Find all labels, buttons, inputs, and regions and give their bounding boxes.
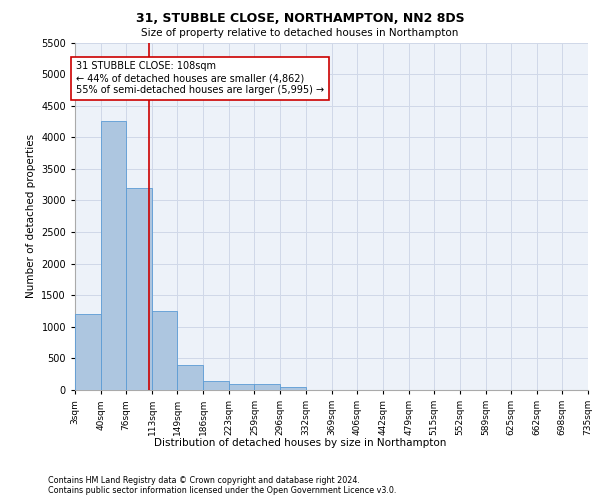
Bar <box>280 387 305 390</box>
Text: Contains HM Land Registry data © Crown copyright and database right 2024.: Contains HM Land Registry data © Crown c… <box>48 476 360 485</box>
Bar <box>229 384 254 390</box>
Bar <box>203 380 229 390</box>
Text: Size of property relative to detached houses in Northampton: Size of property relative to detached ho… <box>142 28 458 38</box>
Bar <box>254 384 280 390</box>
Y-axis label: Number of detached properties: Number of detached properties <box>26 134 35 298</box>
Text: Distribution of detached houses by size in Northampton: Distribution of detached houses by size … <box>154 438 446 448</box>
Text: Contains public sector information licensed under the Open Government Licence v3: Contains public sector information licen… <box>48 486 397 495</box>
Text: 31 STUBBLE CLOSE: 108sqm
← 44% of detached houses are smaller (4,862)
55% of sem: 31 STUBBLE CLOSE: 108sqm ← 44% of detach… <box>76 62 324 94</box>
Bar <box>101 122 126 390</box>
Bar <box>152 311 178 390</box>
Bar <box>178 364 203 390</box>
Bar <box>126 188 152 390</box>
Text: 31, STUBBLE CLOSE, NORTHAMPTON, NN2 8DS: 31, STUBBLE CLOSE, NORTHAMPTON, NN2 8DS <box>136 12 464 26</box>
Bar <box>75 314 101 390</box>
